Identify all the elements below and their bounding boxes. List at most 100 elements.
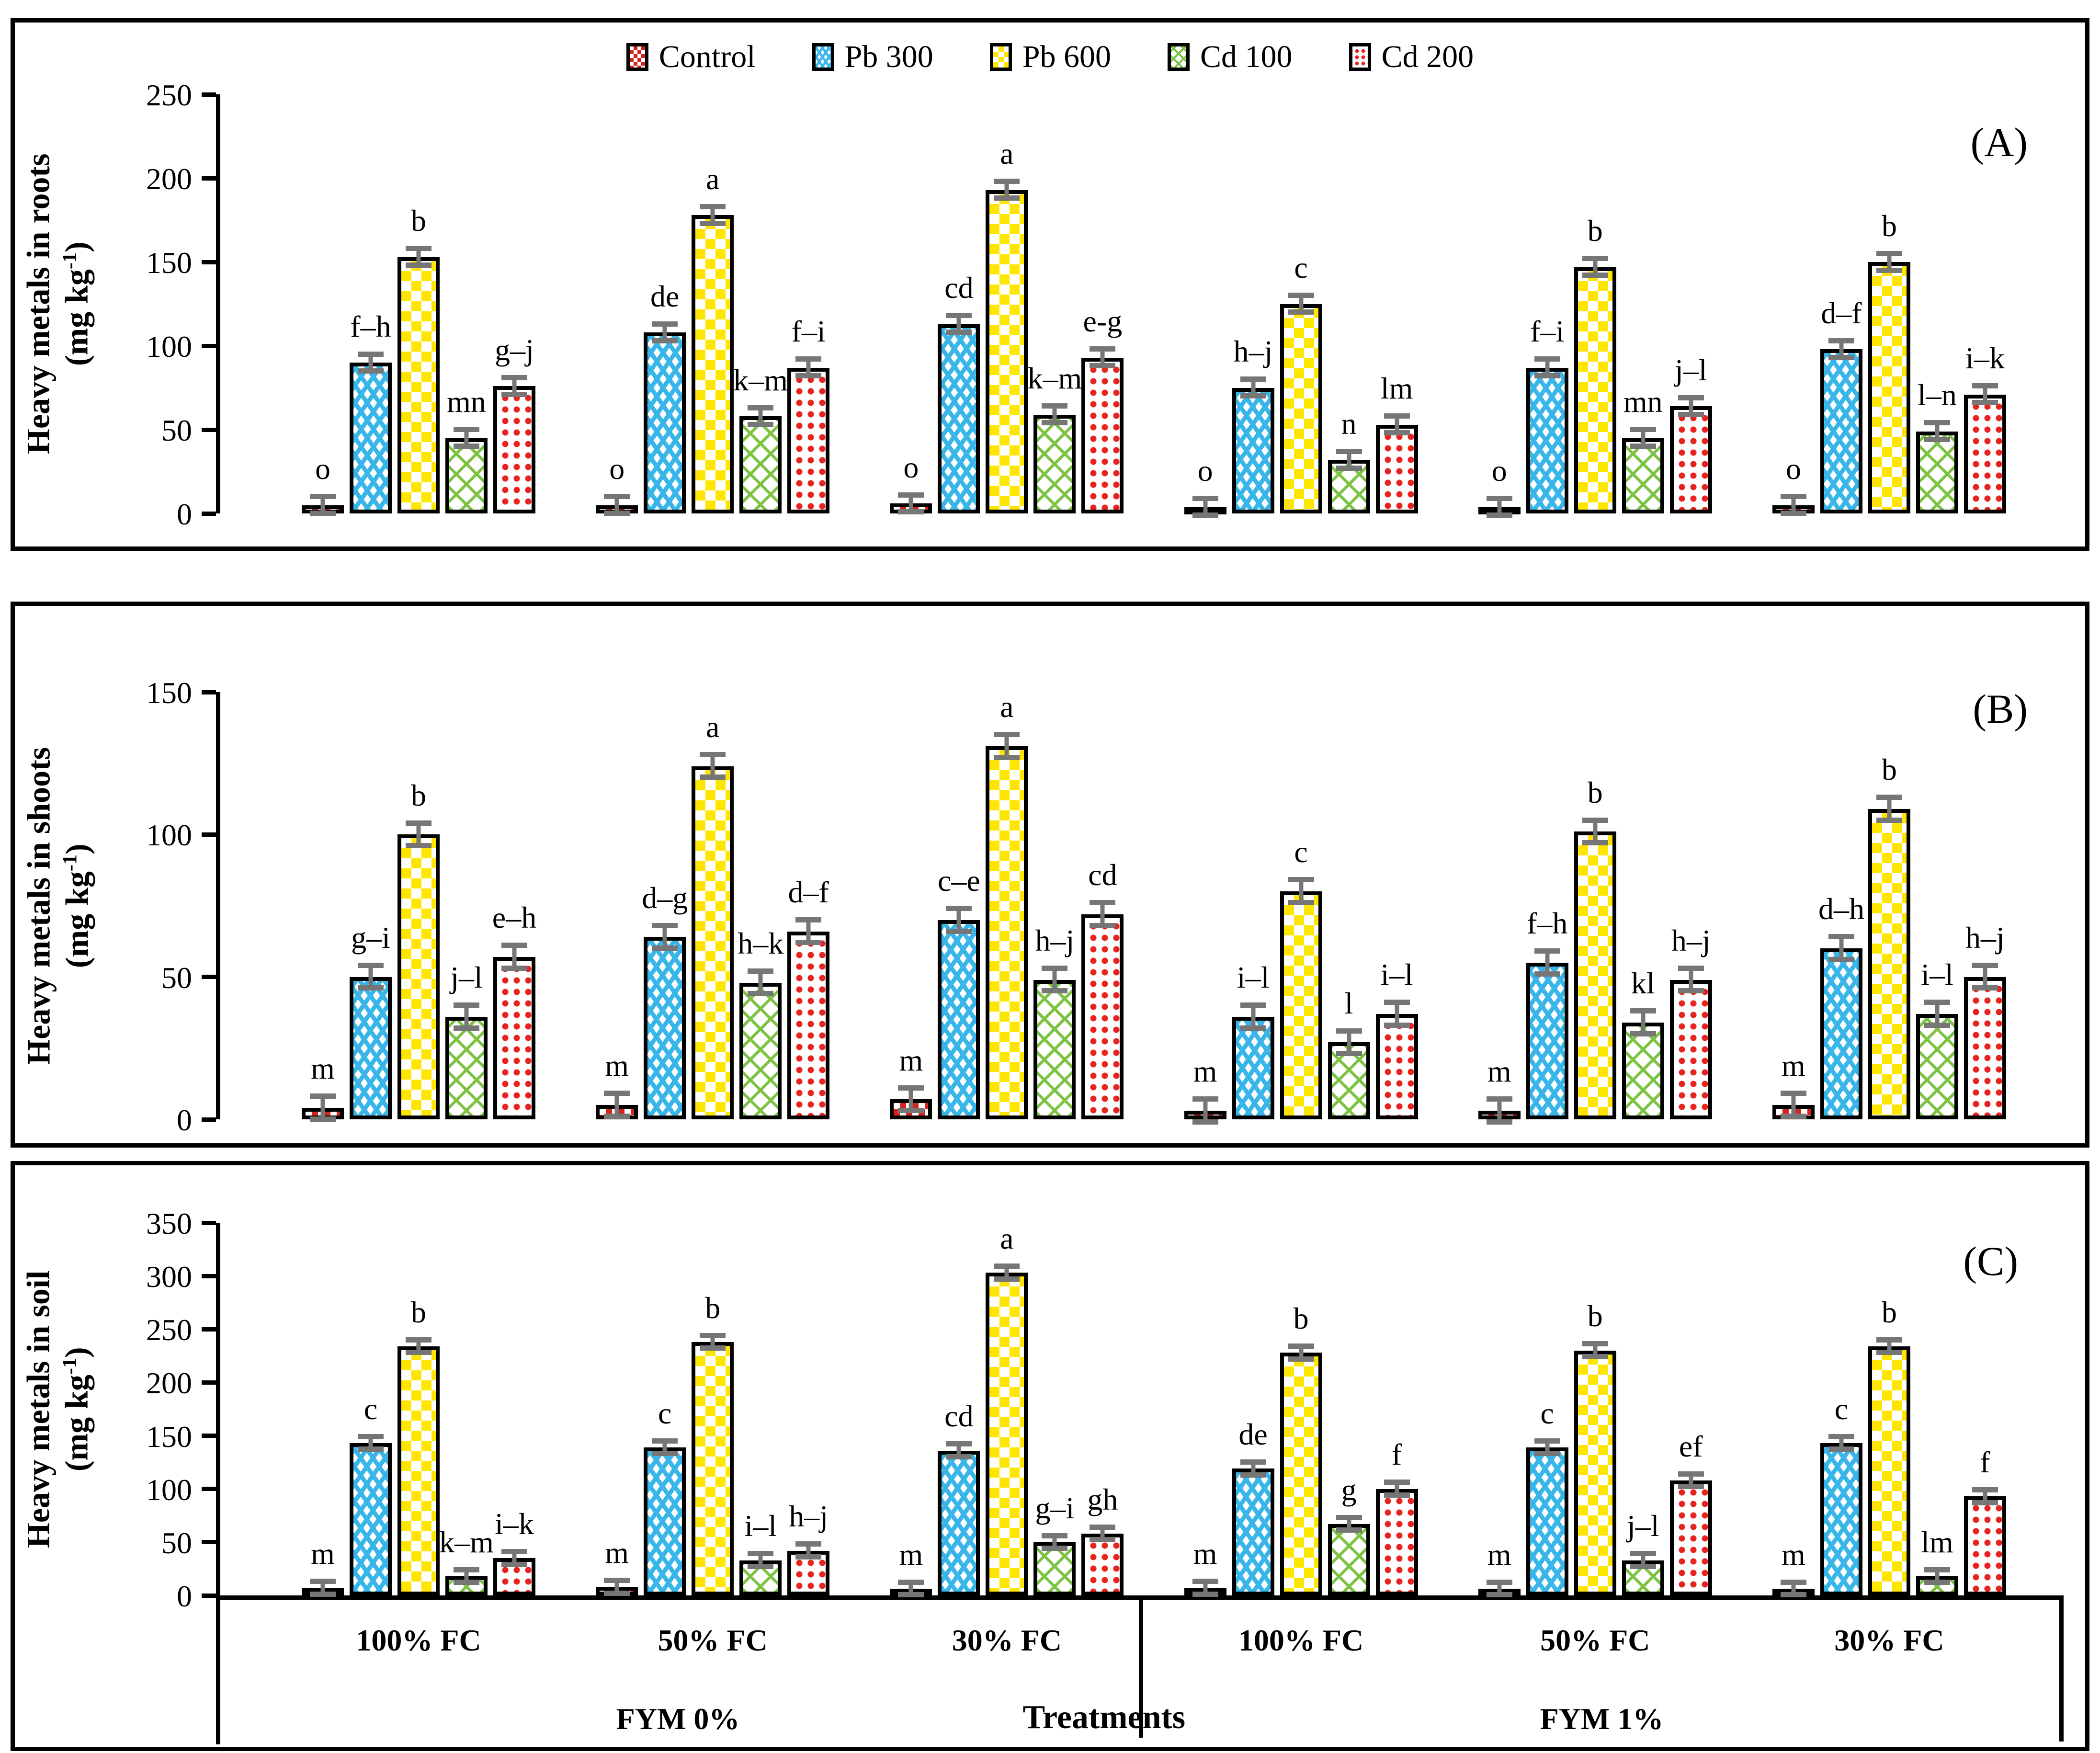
error-bar (1497, 498, 1502, 515)
error-bar-cap-bottom (1876, 817, 1902, 823)
bar-fill-cd200 (493, 386, 535, 513)
error-bar-cap-bottom (358, 368, 384, 374)
bar-cd200: i–l (1375, 959, 1418, 1119)
bar-group-3: m cd a g–i gh (890, 1223, 1124, 1598)
bar-pb600: b (1574, 216, 1616, 513)
error-bar-cap-bottom (1486, 1119, 1512, 1125)
category-label-6: 30% FC (1834, 1623, 1944, 1657)
error-bar-cap-top (1828, 1434, 1854, 1439)
error-bar (806, 1544, 811, 1557)
bar-fill-pb600 (692, 215, 734, 513)
panel-soil: Heavy metals in soil (mg kg-1) (C) 0 50 10… (11, 1161, 2089, 1751)
y-axis-tick-label: 0 (177, 497, 192, 531)
error-bar-cap-bottom (1240, 1472, 1266, 1478)
bar-control: m (1478, 1056, 1521, 1125)
error-bar-cap-top (1288, 877, 1314, 883)
error-bar-cap-bottom (1582, 840, 1608, 846)
error-bar (1395, 1002, 1399, 1025)
significance-letter: i–l (1380, 957, 1413, 992)
error-bar (1593, 259, 1598, 275)
error-bar-cap-bottom (604, 1114, 630, 1119)
significance-letter: b (411, 778, 426, 812)
bar-control: m (1184, 1538, 1226, 1597)
error-bar-cap-top (1780, 1579, 1806, 1585)
error-bar-cap-bottom (795, 1554, 822, 1559)
legend-label: Cd 100 (1200, 39, 1293, 74)
bar-pb600: a (986, 138, 1028, 513)
bar-group-6: m c b lm f (1772, 1297, 2006, 1598)
bar-pb300: d–g (642, 882, 688, 1119)
error-bar (320, 497, 325, 513)
error-bar-cap-bottom (1972, 985, 1998, 991)
legend-item-control: Control (626, 39, 756, 75)
error-bar (1791, 1093, 1796, 1117)
bar-group-1: o f–h b mn g–j (302, 205, 535, 516)
legend-label: Pb 300 (844, 39, 933, 74)
error-bar (758, 971, 763, 994)
error-bar-cap-bottom (1582, 1354, 1608, 1360)
y-axis-tick-label: 0 (177, 1579, 192, 1613)
bar-fill-pb300 (644, 937, 686, 1119)
bar-fill-cd100 (445, 438, 488, 513)
error-bar (1203, 498, 1208, 515)
panel-letter-b: (B) (1973, 686, 2028, 732)
significance-letter: o (1491, 453, 1507, 488)
error-bar (1887, 1340, 1892, 1353)
significance-letter: j–l (1626, 1509, 1659, 1543)
bar-pb300: cd (938, 1401, 980, 1595)
bar-fill-cd200 (1081, 357, 1124, 513)
error-bar-cap-top (946, 905, 972, 911)
error-bar (1641, 430, 1646, 446)
error-bar (614, 497, 619, 513)
bar-fill-pb300 (1820, 1443, 1862, 1595)
error-bar (1052, 1536, 1057, 1549)
significance-letter: m (311, 1537, 335, 1571)
significance-letter: i–l (1237, 960, 1270, 995)
error-bar (1395, 1482, 1399, 1496)
bar-fill-pb300 (938, 324, 980, 513)
significance-letter: mn (1623, 385, 1663, 419)
bar-fill-cd200 (1669, 979, 1712, 1119)
error-bar-cap-top (1876, 250, 1902, 256)
bar-fill-cd200 (1669, 406, 1712, 513)
category-divider-right (2059, 1600, 2064, 1742)
error-bar-cap-bottom (454, 1025, 479, 1031)
error-bar-cap-top (700, 1332, 726, 1338)
error-bar-cap-top (898, 492, 924, 498)
bar-control: o (1184, 455, 1226, 518)
bar-fill-cd100 (1916, 1013, 1958, 1119)
bar-pb300: i–l (1232, 962, 1274, 1119)
significance-letter: cd (944, 1399, 974, 1434)
significance-letter: m (899, 1043, 923, 1077)
error-bar-cap-bottom (1486, 512, 1512, 518)
bar-group-6: o d–f b l–n i–k (1772, 210, 2006, 516)
y-axis-tick-label: 150 (146, 1419, 192, 1454)
y-axis-tick-label: 300 (146, 1260, 192, 1294)
significance-letter: lm (1380, 371, 1413, 405)
bar-cd100: k–m (1027, 363, 1082, 513)
legend-swatch-pb300-icon (812, 43, 834, 71)
significance-letter: n (1341, 406, 1357, 441)
error-bar (1791, 497, 1796, 513)
error-bar-cap-top (1486, 1096, 1512, 1102)
bar-fill-pb600 (1868, 1346, 1910, 1595)
error-bar-cap-top (700, 204, 726, 209)
significance-letter: f (1980, 1445, 1990, 1479)
legend-swatch-cd200-icon (1349, 43, 1371, 71)
y-axis-tick-label: 0 (177, 1103, 192, 1137)
legend-item-pb600: Pb 600 (989, 39, 1111, 75)
bar-pb600: b (1574, 777, 1616, 1119)
category-label-5: 50% FC (1540, 1623, 1650, 1657)
bar-group-2: m d–g a h–k d–f (596, 711, 830, 1119)
error-bar (1545, 951, 1550, 974)
bar-cd100: kl (1622, 968, 1664, 1119)
error-bar-cap-bottom (1534, 1451, 1560, 1457)
significance-letter: h–j (789, 1499, 829, 1534)
error-bar (416, 249, 421, 265)
error-bar-cap-top (358, 962, 384, 968)
y-axis-line (216, 692, 220, 1119)
error-bar-cap-top (1924, 1567, 1950, 1572)
error-bar (1100, 903, 1105, 926)
error-bar-cap-bottom (1192, 1591, 1218, 1597)
bar-cd200: i–k (493, 1508, 535, 1595)
